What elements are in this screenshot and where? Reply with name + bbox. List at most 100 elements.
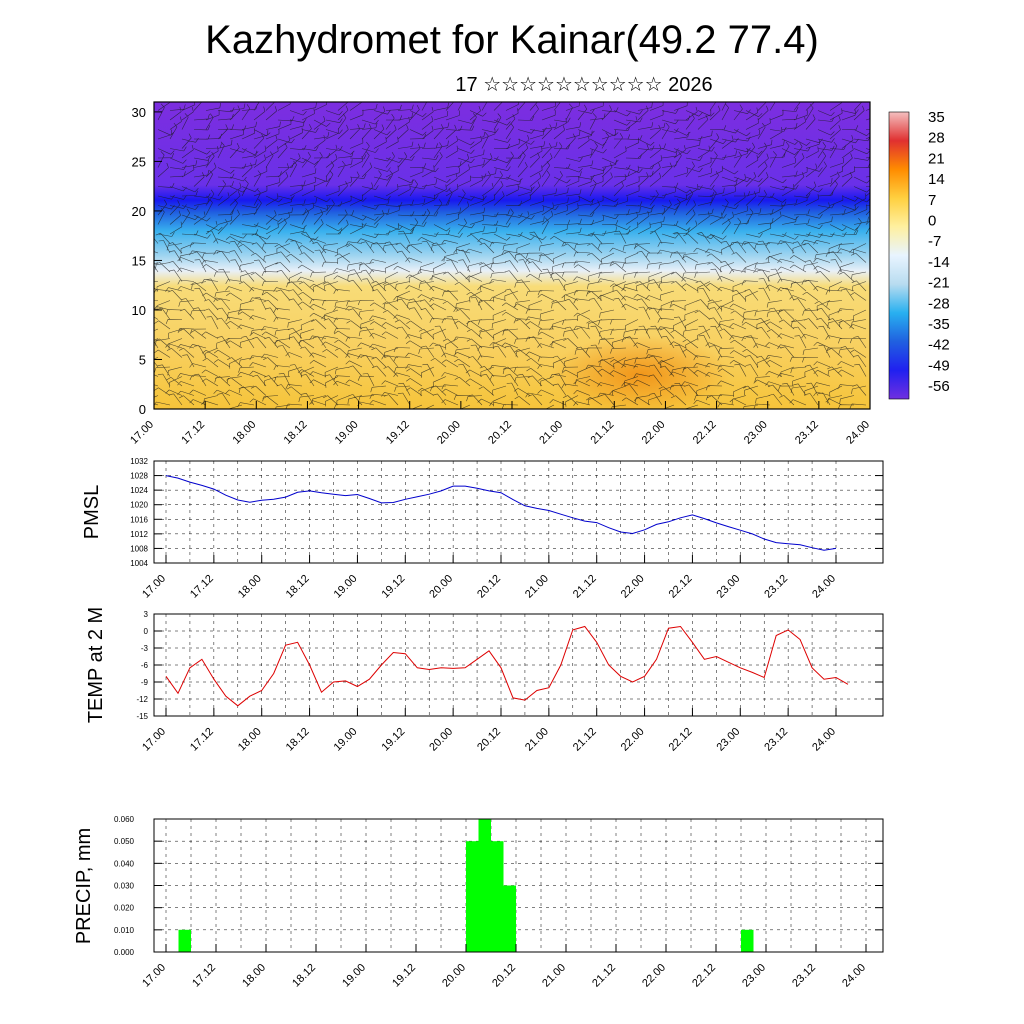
y-tick-label: -3 — [141, 644, 149, 653]
y-tick-label: 0.040 — [114, 859, 135, 868]
x-tick-label: 22.00 — [640, 962, 668, 990]
x-tick-label: 18.12 — [284, 573, 312, 601]
y-tick-label: -15 — [136, 712, 148, 721]
colorbar-label: 35 — [928, 109, 945, 126]
precip-grid — [154, 818, 883, 953]
precip-bar — [503, 885, 516, 952]
colorbar-label: 28 — [928, 130, 945, 147]
pmsl-frame — [153, 460, 884, 564]
x-tick-label: 20.12 — [475, 726, 503, 754]
x-tick-label: 18.12 — [282, 419, 310, 447]
x-tick-label: 19.00 — [340, 962, 368, 990]
colorbar-label: -42 — [928, 337, 950, 354]
x-tick-label: 20.00 — [435, 419, 463, 447]
precip-bar — [491, 841, 504, 952]
precip-bar — [466, 841, 479, 952]
x-tick-label: 19.12 — [390, 962, 418, 990]
temp-y-label: TEMP at 2 M — [85, 607, 107, 723]
x-tick-label: 23.12 — [762, 573, 790, 601]
chart-subtitle: 17 ☆☆☆☆☆☆☆☆☆☆ 2026 — [455, 74, 713, 96]
x-tick-label: 17.00 — [140, 573, 168, 601]
y-tick-label: 30 — [132, 105, 146, 120]
precip-panel: 0.000 0.010 0.020 0.030 0.040 0.050 0.060 17.0… — [73, 815, 884, 990]
x-tick-label: 21.00 — [537, 419, 565, 447]
y-tick-label: 0.020 — [114, 904, 135, 913]
x-tick-label: 23.12 — [790, 962, 818, 990]
x-tick-label: 20.00 — [440, 962, 468, 990]
x-tick-label: 24.00 — [840, 962, 868, 990]
colorbar-label: -14 — [928, 254, 950, 271]
precip-bar — [178, 929, 191, 952]
x-tick-label: 18.00 — [236, 726, 264, 754]
precip-y-axis: 0.000 0.010 0.020 0.030 0.040 0.050 0.060 — [114, 815, 883, 957]
y-tick-label: 1028 — [130, 472, 148, 481]
x-tick-label: 18.00 — [240, 962, 268, 990]
x-tick-label: 19.00 — [333, 419, 361, 447]
x-tick-label: 21.00 — [523, 573, 551, 601]
x-tick-label: 20.12 — [475, 573, 503, 601]
x-tick-label: 23.12 — [762, 726, 790, 754]
x-tick-label: 19.00 — [332, 573, 360, 601]
temp-series-line — [165, 625, 849, 707]
y-tick-label: 25 — [132, 154, 146, 169]
colorbar-label: -28 — [928, 295, 950, 312]
y-tick-label: 15 — [132, 253, 146, 268]
colorbar-label: 0 — [928, 213, 936, 230]
x-tick-label: 18.12 — [284, 726, 312, 754]
heatmap-warm-region — [550, 335, 730, 409]
y-tick-label: 0 — [139, 402, 146, 417]
pmsl-x-axis: 17.00 17.12 18.00 18.12 19.00 19.12 20.00 20.12… — [140, 555, 838, 601]
x-tick-label: 20.12 — [486, 419, 514, 447]
colorbar-label: -21 — [928, 275, 950, 292]
x-tick-label: 19.12 — [379, 726, 407, 754]
y-tick-label: 3 — [144, 610, 149, 619]
y-tick-label: 0.010 — [114, 926, 135, 935]
y-tick-label: 1020 — [130, 501, 148, 510]
heatmap-panel: 0 5 10 15 20 25 30 17.00 17.12 18.00 18.12 19.00 19… — [128, 101, 872, 447]
colorbar-label: -7 — [928, 233, 941, 250]
x-tick-label: 17.12 — [190, 962, 218, 990]
temp-panel: -15 -12 -9 -6 -3 0 3 17.00 17.12 18.00 18.12 19.00… — [85, 607, 884, 754]
y-tick-label: 20 — [132, 204, 146, 219]
x-tick-label: 21.12 — [590, 962, 618, 990]
temp-y-axis: -15 -12 -9 -6 -3 0 3 — [136, 610, 883, 721]
x-tick-label: 17.00 — [140, 726, 168, 754]
y-tick-label: 1016 — [130, 515, 148, 524]
x-tick-label: 20.12 — [490, 962, 518, 990]
y-tick-label: 0 — [144, 627, 149, 636]
y-tick-label: 0.060 — [114, 815, 135, 824]
colorbar-labels: 35 28 21 14 7 0 -7 -14 -21 -28 -35 -42 -49 -56 — [928, 109, 950, 395]
precip-y-label: PRECIP, mm — [73, 828, 95, 944]
x-tick-label: 17.00 — [128, 419, 156, 447]
y-tick-label: 1032 — [130, 457, 148, 466]
x-tick-label: 20.00 — [427, 573, 455, 601]
pmsl-y-label: PMSL — [81, 485, 103, 539]
y-tick-label: 1008 — [130, 544, 148, 553]
y-tick-label: 1024 — [130, 486, 148, 495]
x-tick-label: 22.00 — [619, 573, 647, 601]
pmsl-y-axis: 1004 1008 1012 1016 1020 1024 1028 1032 — [130, 457, 883, 568]
x-tick-label: 19.12 — [384, 419, 412, 447]
x-tick-label: 21.00 — [523, 726, 551, 754]
y-tick-label: 0.000 — [114, 948, 135, 957]
colorbar-label: -56 — [928, 378, 950, 395]
x-tick-label: 18.00 — [236, 573, 264, 601]
wind-barbs — [154, 102, 870, 409]
y-tick-label: 0.030 — [114, 882, 135, 891]
x-tick-label: 23.00 — [742, 419, 770, 447]
x-tick-label: 18.12 — [290, 962, 318, 990]
y-tick-label: -12 — [136, 695, 148, 704]
x-tick-label: 19.00 — [332, 726, 360, 754]
x-tick-label: 17.12 — [188, 726, 216, 754]
y-tick-label: -6 — [141, 661, 149, 670]
precip-bars — [178, 819, 754, 952]
x-tick-label: 24.00 — [810, 573, 838, 601]
chart-title: Kazhydromet for Kainar(49.2 77.4) — [205, 18, 819, 62]
x-tick-label: 18.00 — [230, 419, 258, 447]
x-tick-label: 22.12 — [691, 419, 719, 447]
y-tick-label: 5 — [139, 352, 146, 367]
x-tick-label: 22.12 — [667, 573, 695, 601]
y-tick-label: 1012 — [130, 530, 148, 539]
